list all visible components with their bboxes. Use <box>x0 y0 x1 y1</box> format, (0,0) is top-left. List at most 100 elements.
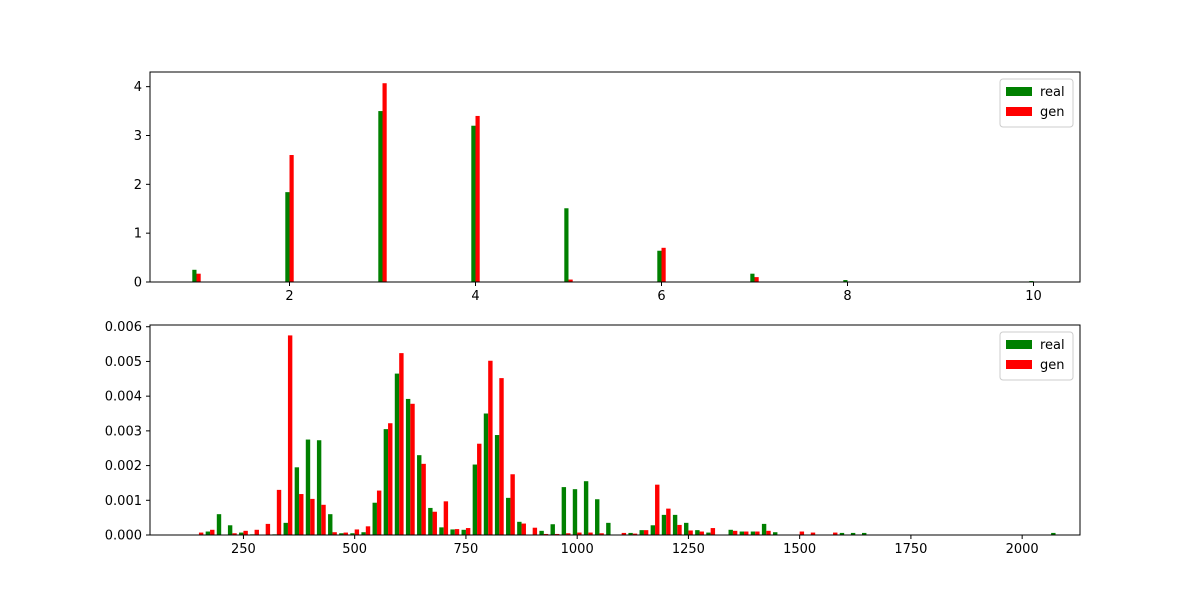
x-tick-label: 1250 <box>672 542 705 557</box>
bar-real <box>417 455 422 535</box>
bar-gen <box>568 279 573 282</box>
bar-real <box>316 440 322 535</box>
bar-real <box>628 532 633 535</box>
bar-gen <box>688 530 693 535</box>
bar-real <box>850 532 856 535</box>
bar-real <box>285 192 290 282</box>
axes-frame <box>149 71 1081 283</box>
bar-gen <box>632 533 638 535</box>
bar-gen <box>661 247 666 282</box>
bar-gen <box>210 529 215 535</box>
bar-real <box>564 208 569 282</box>
bar-gen <box>677 524 682 535</box>
bar-gen <box>621 532 627 535</box>
bar-real <box>472 464 478 535</box>
x-tick-label: 1000 <box>561 542 594 557</box>
bar-gen <box>521 523 526 535</box>
bar-real <box>706 532 711 535</box>
bar-gen <box>376 490 382 535</box>
bar-gen <box>354 529 360 535</box>
bar-real <box>539 530 544 535</box>
bar-gen <box>499 378 504 535</box>
bar-gen <box>465 528 471 535</box>
bar-real <box>328 514 333 535</box>
bar-real <box>461 529 466 535</box>
legend: real gen <box>999 78 1074 128</box>
bar-real <box>684 522 689 535</box>
x-tick-label: 2 <box>285 289 293 304</box>
bar-gen <box>554 533 560 535</box>
bar-gen <box>477 443 482 535</box>
bar-real <box>657 250 662 282</box>
bar-gen <box>532 527 538 535</box>
bar-real <box>283 522 288 535</box>
bottom-subplot: 250 500 750 1000 1250 1500 1750 2000 0.000 0.001 0… <box>105 320 1081 557</box>
bar-real <box>583 481 589 535</box>
bar-gen <box>399 353 404 535</box>
legend-swatch-gen <box>1006 107 1032 116</box>
bar-real <box>383 429 389 535</box>
bar-real <box>450 529 455 535</box>
bar-gen <box>577 532 582 535</box>
x-tick-label: 750 <box>454 542 479 557</box>
x-tick-label: 8 <box>843 289 851 304</box>
bar-gen <box>299 494 304 535</box>
y-tick-label: 2 <box>134 178 142 193</box>
bar-real <box>339 533 344 535</box>
bar-gen <box>732 530 738 535</box>
bar-gen <box>254 529 259 535</box>
bar-real <box>506 497 511 535</box>
bar-gen <box>310 498 315 535</box>
bar-gen <box>766 530 771 535</box>
bar-real <box>294 467 300 535</box>
bar-gen <box>321 504 326 535</box>
y-tick-label: 0.004 <box>105 390 142 405</box>
bar-real <box>428 507 433 535</box>
bar-real <box>239 532 244 535</box>
bar-real <box>494 435 500 535</box>
legend-swatch-gen <box>1006 360 1032 369</box>
bar-real <box>750 531 756 535</box>
x-tick-label: 1750 <box>894 542 927 557</box>
bar-gen <box>196 273 201 282</box>
axes-frame <box>149 324 1081 536</box>
bar-real <box>517 521 522 535</box>
bar-real <box>471 125 476 282</box>
bar-gen <box>232 533 237 535</box>
bar-gen <box>289 155 294 282</box>
bar-gen <box>410 403 415 535</box>
bar-gen <box>475 115 480 282</box>
bar-gen <box>755 531 760 535</box>
bar-real <box>372 502 377 535</box>
bar-gen <box>382 83 387 282</box>
series-real <box>192 111 1034 282</box>
bar-real <box>550 524 555 535</box>
bar-gen <box>243 530 248 535</box>
bar-real <box>695 530 700 535</box>
y-tick-label: 0.005 <box>105 355 142 370</box>
bar-gen <box>343 532 348 535</box>
bar-real <box>739 531 745 535</box>
bar-gen <box>443 501 449 535</box>
bar-gen <box>566 533 571 535</box>
x-tick-label: 250 <box>231 542 256 557</box>
y-tick-label: 1 <box>134 227 142 242</box>
bar-gen <box>655 484 660 535</box>
y-tick-label: 0.003 <box>105 424 142 439</box>
bar-gen <box>510 474 515 535</box>
y-tick-label: 0.001 <box>105 494 142 509</box>
bar-real <box>1051 532 1056 535</box>
x-tick-label: 4 <box>471 289 479 304</box>
y-tick-label: 0.000 <box>105 529 142 544</box>
bar-real <box>661 514 667 535</box>
x-tick-label: 500 <box>342 542 367 557</box>
bar-real <box>483 413 489 535</box>
x-tick-label: 1500 <box>783 542 816 557</box>
bar-real <box>394 373 400 535</box>
series-gen <box>196 83 852 282</box>
legend-label-real: real <box>1040 85 1065 100</box>
legend: real gen <box>999 331 1074 381</box>
series-gen <box>198 335 838 535</box>
bar-real <box>773 532 778 535</box>
legend-swatch-real <box>1006 340 1032 349</box>
